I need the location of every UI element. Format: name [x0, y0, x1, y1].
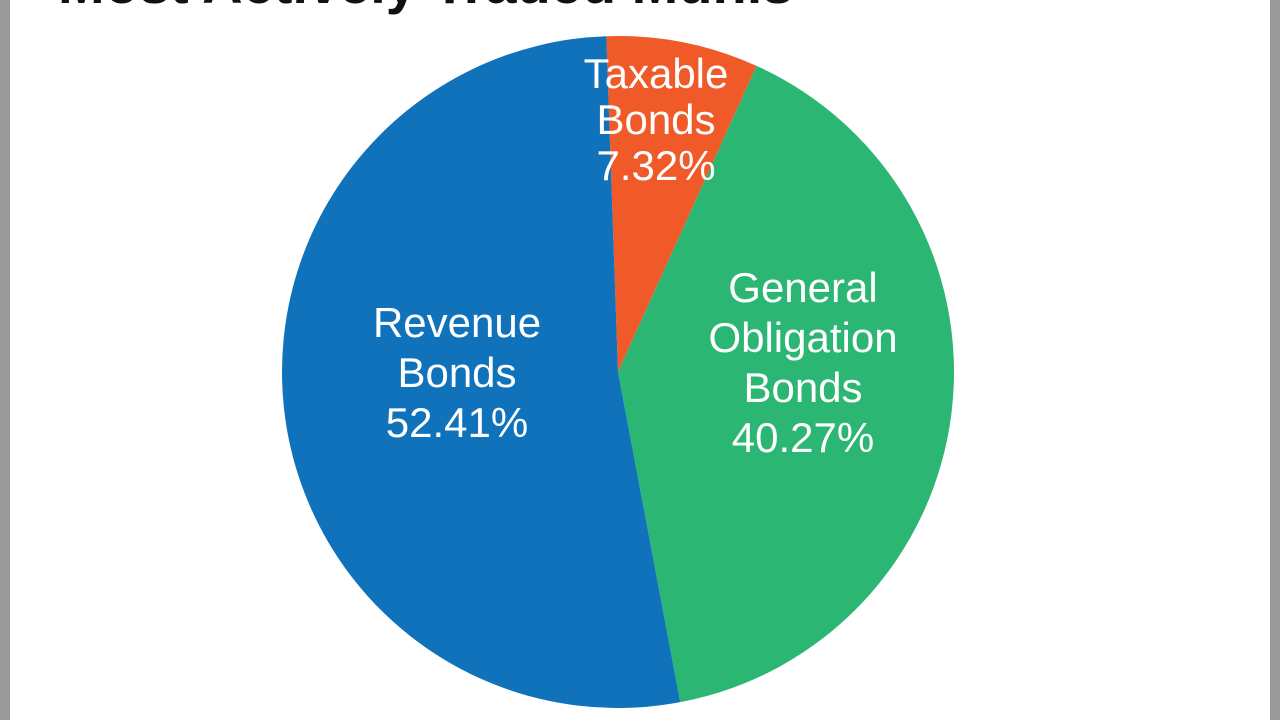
chart-title: Most Actively Traded Munis: [58, 0, 793, 12]
frame-border-left: [0, 0, 10, 720]
slice-label-line: General: [728, 264, 877, 311]
slice-label-taxable-bonds: Taxable Bonds 7.32%: [584, 50, 729, 189]
pie-slice-general-obligation-bonds: [618, 65, 955, 703]
slice-label-line: 7.32%: [596, 142, 715, 189]
slice-label-line: Revenue: [373, 299, 541, 346]
slice-label-revenue-bonds: Revenue Bonds 52.41%: [373, 299, 541, 446]
slice-label-general-obligation-bonds: General Obligation Bonds 40.27%: [708, 264, 897, 461]
slice-label-line: Bonds: [596, 96, 715, 143]
pie-slice-taxable-bonds: [606, 36, 757, 373]
slice-label-line: Taxable: [584, 50, 729, 97]
slice-label-line: Bonds: [397, 349, 516, 396]
slice-label-line: Obligation: [708, 314, 897, 361]
pie-slice-revenue-bonds: [282, 36, 681, 708]
frame-border-right: [1270, 0, 1280, 720]
source-footnote: [90, 708, 1200, 720]
slice-label-line: 52.41%: [386, 399, 528, 446]
slice-label-line: 40.27%: [732, 414, 874, 461]
slice-label-line: Bonds: [743, 364, 862, 411]
